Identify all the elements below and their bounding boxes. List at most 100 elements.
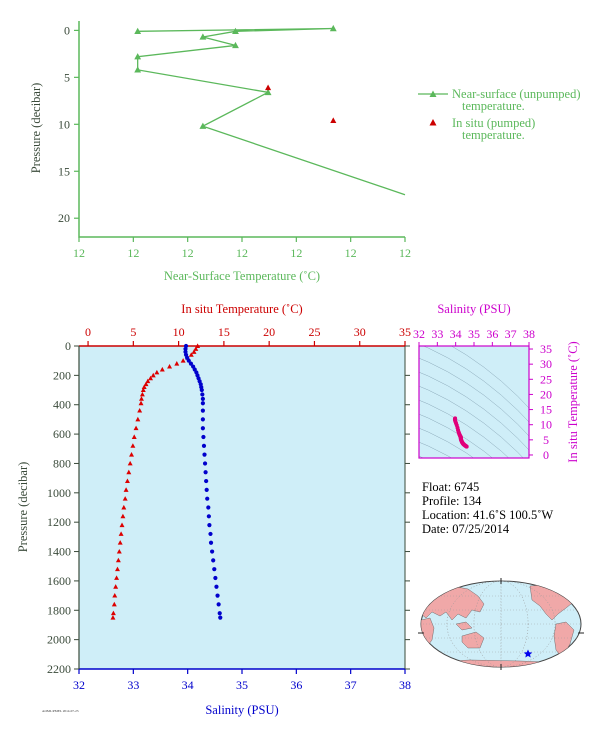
x-tick-label: 12 [127,246,139,260]
sal-tick-label: 34 [182,678,194,692]
pumped-point [265,84,272,91]
top-axis-label: In situ Temperature (˚C) [181,302,302,316]
salinity-point [200,417,205,422]
legend-label-unpumped: Near-surface (unpumped) [452,87,581,101]
salinity-point [186,358,191,363]
density-contour [419,427,475,458]
temperature-point [112,592,118,598]
salinity-point [201,443,207,448]
sal-tick-label: 38 [399,678,411,692]
ts-y-tick-label: 25 [540,372,552,386]
salinity-point [216,602,221,607]
salinity-point [217,611,222,616]
x-tick-label: 12 [345,246,357,260]
temperature-point [154,369,160,375]
near-surface-y-label: Pressure (decibar) [29,83,43,174]
x-tick-label: 12 [182,246,194,260]
pressure-tick-label: 1000 [47,486,71,500]
unpumped-point [264,88,272,96]
y-tick-label: 0 [64,23,70,37]
temperature-point [191,349,197,354]
unpumped-point [232,41,239,49]
sal-tick-label: 33 [127,678,139,692]
near-surface-y-ticks: 0 5 10 15 20 [58,23,79,225]
ts-y-tick-label: 35 [540,342,552,356]
x-tick-label: 12 [399,246,411,260]
pressure-tick-label: 1800 [47,603,71,617]
near-surface-chart: 0 5 10 15 20 12 12 12 12 12 12 12 Near-Surface Tem… [29,21,581,283]
salinity-point [204,487,209,492]
temperature-point [110,615,116,620]
temperature-point [193,346,199,351]
ts-y-tick-label: 5 [543,433,549,447]
pressure-tick-label: 1200 [47,515,71,529]
temperature-point [113,584,119,589]
unpumped-line [137,27,406,196]
salinity-point [207,523,212,528]
temperature-point [131,434,137,439]
unpumped-point [134,27,142,35]
ts-x-tick-label: 33 [431,327,443,341]
pressure-tick-label: 0 [65,339,71,353]
temp-tick-label: 15 [218,325,230,339]
x-tick-label: 12 [290,246,302,260]
salinity-point [210,549,215,554]
temperature-point [139,396,144,401]
pressure-tick-label: 600 [53,427,71,441]
pressure-tick-label: 2200 [47,662,71,676]
density-contour [419,441,453,458]
temperature-point [167,363,173,369]
world-map [418,578,584,670]
density-contour [419,385,524,458]
near-surface-series [134,24,406,196]
profile-chart: 0200400600800100012001400160018002000220… [16,302,411,717]
unpumped-point [329,24,337,32]
density-contour [419,413,494,458]
ts-points [452,416,469,449]
salinity-point [208,540,214,545]
ts-y-tick-label: 15 [540,403,552,417]
salinity-point [202,461,208,466]
map-ticks [418,578,584,670]
ts-x-ticks: 32 33 34 35 36 37 38 [413,327,535,346]
ts-y-tick-label: 30 [540,357,552,371]
salinity-point [218,615,223,620]
density-contour [419,357,529,437]
temperature-point [111,601,117,607]
temperature-point [159,366,165,372]
legend-label-unpumped-2: temperature. [462,99,525,113]
float-location-marker [523,649,533,658]
sal-tick-label: 32 [73,678,85,692]
temperature-point [150,372,156,378]
temperature-point [126,469,132,475]
temperature-point [145,378,151,384]
legend-label-pumped: In situ (pumped) [452,116,535,130]
ts-y-tick-label: 20 [540,387,552,401]
temp-tick-label: 25 [308,325,320,339]
temperature-point [135,416,141,422]
pressure-tick-label: 800 [53,456,71,470]
density-contour [451,346,529,409]
ts-y-label: In situ Temperature (˚C) [566,341,580,462]
temp-tick-label: 35 [399,325,411,339]
temperature-ticks: 0 5 10 15 20 25 30 35 [85,325,411,346]
x-tick-label: 12 [73,246,85,260]
y-tick-label: 5 [64,70,70,84]
temp-tick-label: 5 [130,325,136,339]
salinity-point [206,514,211,519]
ts-density-contours [419,346,529,458]
temperature-point [180,358,186,363]
ts-y-tick-label: 10 [540,418,552,432]
temperature-point [119,522,125,528]
temperature-point [143,381,149,387]
near-surface-x-label: Near-Surface Temperature (˚C) [164,269,320,283]
date: Date: 07/25/2014 [422,522,510,536]
salinity-point [200,401,205,406]
pressure-tick-label: 400 [53,398,71,412]
temperature-point [122,496,128,501]
temperature-point [130,443,136,448]
pressure-tick-label: 2000 [47,633,71,647]
x-tick-label: 12 [236,246,248,260]
